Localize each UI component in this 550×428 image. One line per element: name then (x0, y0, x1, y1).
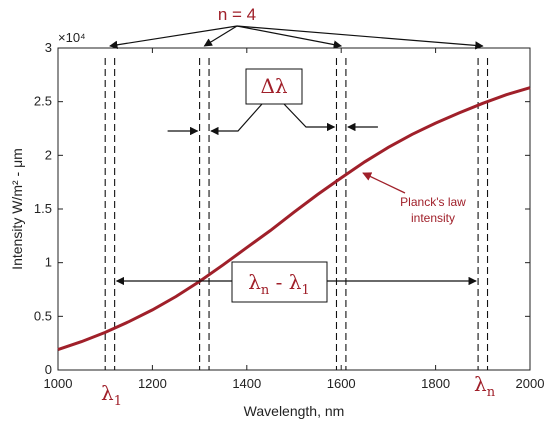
y-axis-label: Intensity W/m² - μm (9, 148, 25, 270)
n-pointer-arrow (109, 25, 238, 49)
x-tick-label: 1000 (44, 376, 73, 391)
x-axis-label: Wavelength, nm (244, 403, 345, 419)
y-tick-label: 2 (45, 147, 52, 162)
delta-lambda-box (245, 68, 303, 105)
n-pointer-arrows (109, 25, 484, 50)
y-tick-label: 0.5 (34, 308, 52, 323)
planck-label-line1: Planck's law (400, 195, 466, 209)
delta-lambda-arrows (167, 103, 378, 136)
y-tick-label: 1 (45, 255, 52, 270)
x-tick-label: 1200 (138, 376, 167, 391)
dashed-lines (104, 58, 489, 370)
y-exponent-label: ×10⁴ (58, 30, 86, 45)
y-axis-ticks: 0 0.5 1 1.5 2 2.5 3 (34, 40, 530, 377)
intensity-curve (57, 86, 531, 352)
x-tick-label: 2000 (516, 376, 545, 391)
delta-lambda-label: Δλ (260, 74, 287, 98)
x-tick-label: 1600 (327, 376, 356, 391)
x-tick-label: 1400 (232, 376, 261, 391)
n-pointer-arrow (203, 25, 238, 47)
n-label: n = 4 (218, 5, 256, 24)
delta-arrow-right-inner (283, 103, 336, 132)
y-tick-label: 2.5 (34, 94, 52, 109)
range-label: λn - λ1 (248, 270, 310, 298)
x-tick-label: 1800 (421, 376, 450, 391)
y-tick-label: 0 (45, 362, 52, 377)
range-label-box (231, 261, 328, 303)
planck-label-line2: intensity (411, 211, 455, 225)
lambda-1-label: λ1 (101, 381, 122, 409)
planck-pointer-arrow (362, 172, 406, 194)
n-pointer-arrow (236, 25, 343, 49)
y-tick-label: 1.5 (34, 201, 52, 216)
x-axis-ticks: 1000 1200 1400 1600 1800 2000 (44, 48, 545, 391)
delta-arrow-left-inner (210, 103, 263, 136)
y-tick-label: 3 (45, 40, 52, 55)
n-pointer-arrow (236, 25, 484, 50)
lambda-n-label: λn (474, 372, 496, 400)
